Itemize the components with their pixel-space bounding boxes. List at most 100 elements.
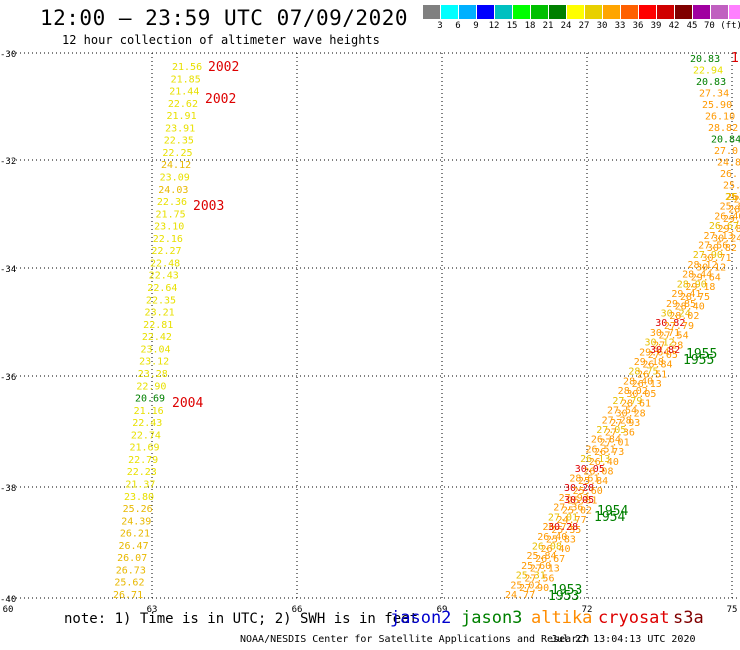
wave-height-value: 26.13: [632, 379, 662, 390]
legend-swatch: [674, 5, 692, 19]
wave-height-value: 26.40: [589, 457, 619, 468]
wave-height-value: 26.73: [116, 565, 146, 576]
legend-label: 21: [542, 21, 554, 31]
wave-height-value: 26.: [726, 192, 740, 203]
wave-height-value: 22.16: [153, 234, 183, 245]
wave-height-value: 26.40: [537, 532, 567, 543]
wave-height-value: 20.83: [690, 54, 720, 65]
wave-height-value: 22.43: [132, 418, 162, 429]
wave-height-value: 26.67: [535, 554, 565, 565]
legend-swatch: [710, 5, 728, 19]
legend-label: 27: [578, 21, 590, 31]
wave-height-value: 27.01: [548, 512, 578, 523]
legend-swatch: [512, 5, 530, 19]
legend-swatch: [476, 5, 494, 19]
wave-height-value: 26.21: [120, 529, 150, 540]
wave-height-value: 29.41: [671, 289, 701, 300]
wave-height-value: 25.35: [725, 192, 740, 203]
longitude-label: 69: [437, 605, 448, 615]
longitude-label: 63: [147, 605, 158, 615]
wave-height-value: 26.51: [585, 444, 615, 455]
wave-height-value: 24.77: [505, 590, 535, 601]
longitude-label: 75: [727, 605, 738, 615]
legend-swatch: [458, 5, 476, 19]
legend-swatch: [638, 5, 656, 19]
wave-height-value: 28.75: [680, 292, 710, 303]
wave-height-value: 26.: [720, 169, 738, 180]
legend-label: 33: [614, 21, 626, 31]
time-label: 1955: [683, 353, 714, 368]
wave-height-value: 30.28: [548, 522, 578, 533]
wave-height-value: 28.02: [669, 311, 699, 322]
wave-height-value: 21.37: [125, 479, 155, 490]
wave-height-value: 28.90: [728, 204, 740, 215]
wave-height-value: 21.56: [172, 62, 202, 73]
wave-height-value: 25.90: [702, 100, 732, 111]
wave-height-value: 22.74: [131, 430, 161, 441]
map-title: 12:00 – 23:59 UTC 07/09/2020: [40, 6, 409, 30]
longitude-label: 66: [292, 605, 303, 615]
wave-height-value: 30.28: [616, 408, 646, 419]
wave-height-value: 29.64: [691, 272, 721, 283]
color-legend: 3 6 9 12 15 18 21 24 27 30 33 36 39 42 45 70 (ft): [422, 5, 740, 31]
time-label: 2002: [208, 60, 239, 75]
wave-height-value: 26.08: [583, 467, 613, 478]
legend-swatch: [728, 5, 740, 19]
wave-height-value: 27.93: [610, 418, 640, 429]
wave-height-value: 27.0: [714, 146, 738, 157]
legend-swatch: [530, 5, 548, 19]
wave-height-value: 30.82: [655, 318, 685, 329]
legend-swatch: [602, 5, 620, 19]
wave-height-value: 30.12: [645, 338, 675, 349]
wave-height-value: 22.35: [146, 295, 176, 306]
wave-height-value: 22.62: [168, 99, 198, 110]
wave-height-value: 26.71: [113, 590, 143, 601]
wave-height-value: 22.36: [157, 197, 187, 208]
wave-height-value: 22.25: [162, 148, 192, 159]
wave-height-value: 21.69: [129, 443, 159, 454]
wave-height-value: 22.43: [149, 271, 179, 282]
wave-height-value: 27.13: [530, 564, 560, 575]
satellite-track-west: 21.5621.8521.4422.6221.9123.9122.3522.25…: [113, 60, 239, 601]
map-subtitle: 12 hour collection of altimeter wave hei…: [62, 33, 380, 47]
wave-height-value: 28.82: [708, 123, 738, 134]
wave-height-value: 27.56: [524, 573, 554, 584]
wave-height-value: 25.26: [123, 504, 153, 515]
wave-height-value: 21.16: [134, 406, 164, 417]
latitude-label: -30: [0, 50, 16, 60]
wave-height-value: 27.79: [664, 321, 694, 332]
wave-height-value: 30.05: [564, 495, 594, 506]
legend-swatch: [620, 5, 638, 19]
wave-height-value: 26.07: [117, 553, 147, 564]
legend-swatch: [584, 5, 602, 19]
legend-swatch: [422, 5, 440, 19]
wave-height-value: 27.01: [599, 437, 629, 448]
wave-height-value: 22.27: [151, 246, 181, 257]
wave-height-value: 29.85: [666, 299, 696, 310]
wave-height-value: 20.84: [711, 135, 740, 146]
wave-height-value: 30.71: [650, 328, 680, 339]
wave-height-value: 30.24: [661, 308, 691, 319]
wave-height-value: 22.94: [693, 66, 723, 77]
wave-height-value: 24.39: [121, 516, 151, 527]
wave-height-value: 22.23: [127, 467, 157, 478]
wave-height-value: 30.82: [707, 243, 737, 254]
sat-label-s3a: s3a: [673, 608, 704, 628]
wave-height-value: 22.35: [164, 136, 194, 147]
wave-height-value: 26.51: [637, 369, 667, 380]
legend-label: 6: [455, 21, 461, 31]
legend-label: 3: [437, 21, 443, 31]
time-label: 1954: [597, 504, 628, 519]
wave-height-value: 21.85: [171, 74, 201, 85]
latitude-label: -32: [0, 157, 16, 167]
wave-height-value: 28.61: [621, 399, 651, 410]
time-label: 1: [731, 51, 739, 66]
wave-height-value: 20.83: [696, 77, 726, 88]
wave-height-value: 25.84: [578, 476, 608, 487]
wave-height-value: 25.84: [526, 551, 556, 562]
wave-height-value: 25.02: [510, 580, 540, 591]
legend-swatches: [422, 5, 740, 19]
legend-swatch: [656, 5, 674, 19]
legend-swatch: [494, 5, 512, 19]
wave-height-value: 25.60: [521, 561, 551, 572]
